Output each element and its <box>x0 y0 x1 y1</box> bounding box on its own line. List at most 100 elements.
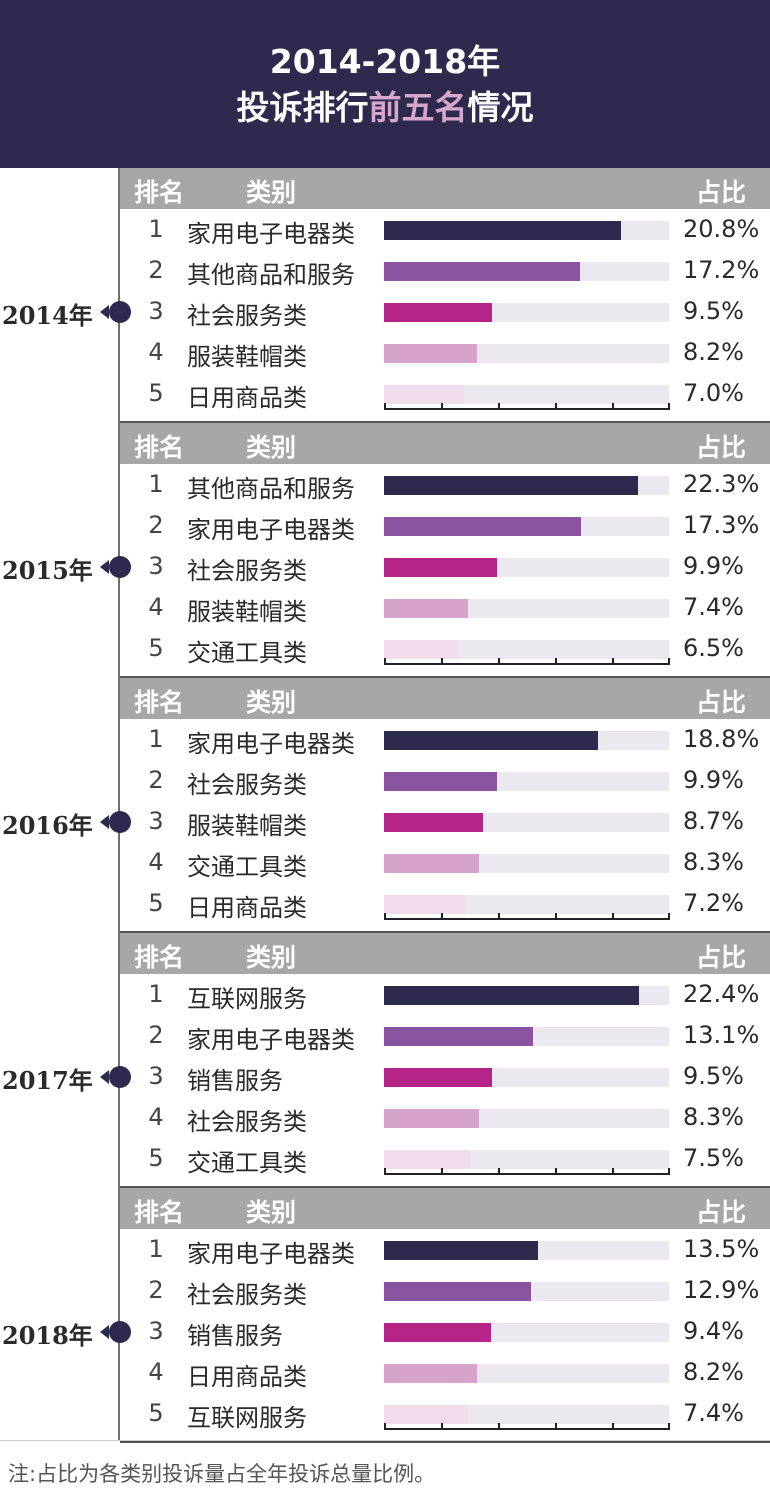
table-row: 2 家用电子电器类 17.3% <box>0 505 770 546</box>
category-header: 类别 <box>246 178 297 207</box>
share-value: 13.5% <box>683 1235 760 1263</box>
rank-number: 4 <box>148 1103 164 1131</box>
bar <box>384 1109 479 1128</box>
share-value: 7.0% <box>683 379 744 407</box>
share-value: 9.9% <box>683 552 744 580</box>
bar-track <box>384 813 669 832</box>
x-axis-tick <box>498 913 500 920</box>
bar-track <box>384 385 669 404</box>
table-row: 3 社会服务类 9.9% <box>0 546 770 587</box>
table-row: 3 社会服务类 9.5% <box>0 291 770 332</box>
rank-header: 排名 <box>134 688 185 717</box>
table-row: 1 家用电子电器类 13.5% <box>0 1229 770 1270</box>
rank-number: 3 <box>148 1062 164 1090</box>
bar-track <box>384 517 669 536</box>
column-header: 排名 类别 占比 <box>120 678 770 719</box>
category-label: 社会服务类 <box>187 771 307 799</box>
rank-number: 3 <box>148 297 164 325</box>
share-value: 22.4% <box>683 980 760 1008</box>
year-section: 排名 类别 占比 1 家用电子电器类 18.8% 2 社会服务类 9.9% 3 服装鞋帽类 8.7% 4… <box>0 678 770 933</box>
share-value: 8.3% <box>683 848 744 876</box>
rank-header: 排名 <box>134 433 185 462</box>
year-label: 2015年 <box>2 555 93 585</box>
category-label: 日用商品类 <box>187 384 307 412</box>
x-axis-tick <box>668 1423 670 1430</box>
x-axis-line <box>384 408 670 410</box>
x-axis-tick <box>668 658 670 665</box>
category-label: 日用商品类 <box>187 1363 307 1391</box>
bar <box>384 1241 538 1260</box>
share-value: 17.2% <box>683 256 760 284</box>
rank-number: 3 <box>148 807 164 835</box>
share-value: 9.5% <box>683 297 744 325</box>
category-label: 服装鞋帽类 <box>187 812 307 840</box>
bar-track <box>384 1027 669 1046</box>
rank-number: 2 <box>148 766 164 794</box>
rank-number: 1 <box>148 470 164 498</box>
bar <box>384 221 621 240</box>
bar-track <box>384 1323 669 1342</box>
bar <box>384 854 479 873</box>
section-divider <box>120 1186 770 1188</box>
category-label: 家用电子电器类 <box>187 516 355 544</box>
arrow-left-icon <box>100 559 109 574</box>
rank-number: 4 <box>148 848 164 876</box>
x-axis-tick <box>612 1423 614 1430</box>
x-axis-tick <box>555 1423 557 1430</box>
share-value: 12.9% <box>683 1276 760 1304</box>
rank-header: 排名 <box>134 1198 185 1227</box>
table-row: 4 社会服务类 8.3% <box>0 1097 770 1138</box>
x-axis-tick <box>555 403 557 410</box>
bar-track <box>384 1150 669 1169</box>
share-header: 占比 <box>695 433 746 462</box>
rank-number: 1 <box>148 980 164 1008</box>
bar <box>384 517 581 536</box>
year-section: 排名 类别 占比 1 其他商品和服务 22.3% 2 家用电子电器类 17.3% 3 社会服务类 9.… <box>0 423 770 678</box>
bar-track <box>384 772 669 791</box>
x-axis-tick <box>498 1168 500 1175</box>
bar-track <box>384 1282 669 1301</box>
rank-number: 5 <box>148 889 164 917</box>
bar-track <box>384 731 669 750</box>
bar-track <box>384 1405 669 1424</box>
bar-track <box>384 1109 669 1128</box>
x-axis-tick <box>498 658 500 665</box>
share-value: 7.4% <box>683 1399 744 1427</box>
bar-track <box>384 895 669 914</box>
category-label: 家用电子电器类 <box>187 730 355 758</box>
share-value: 9.4% <box>683 1317 744 1345</box>
x-axis-tick <box>441 403 443 410</box>
timeline-dot-icon <box>109 1065 131 1088</box>
x-axis-tick <box>384 403 386 410</box>
bar <box>384 599 468 618</box>
bar <box>384 558 497 577</box>
category-label: 社会服务类 <box>187 1108 307 1136</box>
table-row: 5 互联网服务 7.4% <box>0 1393 770 1434</box>
rank-number: 5 <box>148 379 164 407</box>
table-row: 4 服装鞋帽类 7.4% <box>0 587 770 628</box>
bar-track <box>384 1364 669 1383</box>
category-label: 交通工具类 <box>187 1149 307 1177</box>
category-label: 交通工具类 <box>187 853 307 881</box>
rank-number: 1 <box>148 215 164 243</box>
category-label: 家用电子电器类 <box>187 1240 355 1268</box>
table-row: 5 日用商品类 7.0% <box>0 373 770 414</box>
category-label: 日用商品类 <box>187 894 307 922</box>
rank-number: 2 <box>148 1276 164 1304</box>
chart-title-line1: 2014-2018年 <box>269 42 501 81</box>
share-value: 7.2% <box>683 889 744 917</box>
bar <box>384 385 464 404</box>
rank-number: 2 <box>148 256 164 284</box>
year-label: 2016年 <box>2 810 93 840</box>
table-row: 1 家用电子电器类 20.8% <box>0 209 770 250</box>
column-header: 排名 类别 占比 <box>120 168 770 209</box>
rank-number: 4 <box>148 338 164 366</box>
rank-number: 5 <box>148 1399 164 1427</box>
title-post: 情况 <box>467 88 534 127</box>
bar <box>384 1364 477 1383</box>
bar-track <box>384 1241 669 1260</box>
title-highlight: 前五名 <box>368 88 468 127</box>
section-divider <box>120 931 770 933</box>
table-row: 3 服装鞋帽类 8.7% <box>0 801 770 842</box>
x-axis-tick <box>668 1168 670 1175</box>
